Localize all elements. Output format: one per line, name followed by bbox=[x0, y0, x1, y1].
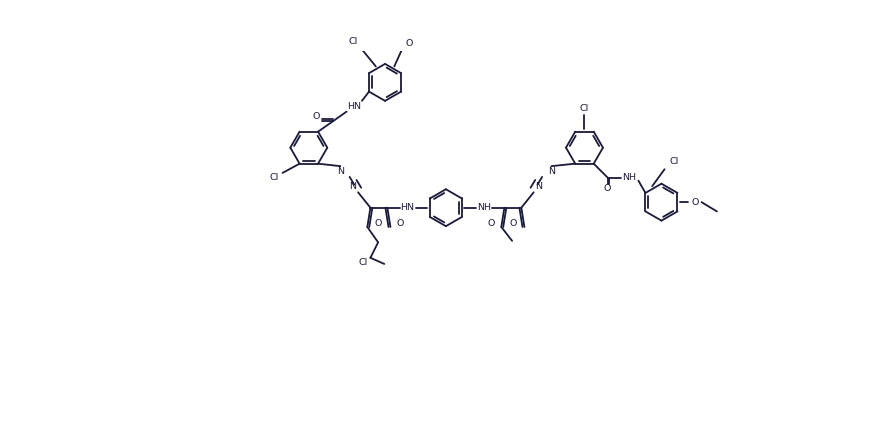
Text: Cl: Cl bbox=[668, 157, 678, 166]
Text: O: O bbox=[487, 219, 494, 228]
Text: O: O bbox=[396, 219, 404, 228]
Text: HN: HN bbox=[347, 102, 361, 111]
Text: NH: NH bbox=[477, 203, 491, 212]
Text: N: N bbox=[336, 167, 343, 176]
Text: O: O bbox=[603, 184, 611, 193]
Text: O: O bbox=[691, 197, 698, 207]
Text: NH: NH bbox=[621, 173, 635, 182]
Text: Cl: Cl bbox=[348, 37, 357, 46]
Text: N: N bbox=[547, 167, 554, 176]
Text: O: O bbox=[313, 112, 320, 121]
Text: N: N bbox=[535, 182, 542, 192]
Text: HN: HN bbox=[400, 203, 414, 212]
Text: Cl: Cl bbox=[579, 104, 588, 113]
Text: O: O bbox=[509, 219, 517, 228]
Text: O: O bbox=[406, 39, 413, 48]
Text: Cl: Cl bbox=[358, 258, 367, 267]
Text: Cl: Cl bbox=[269, 173, 278, 182]
Text: N: N bbox=[348, 182, 355, 192]
Text: O: O bbox=[374, 219, 381, 228]
